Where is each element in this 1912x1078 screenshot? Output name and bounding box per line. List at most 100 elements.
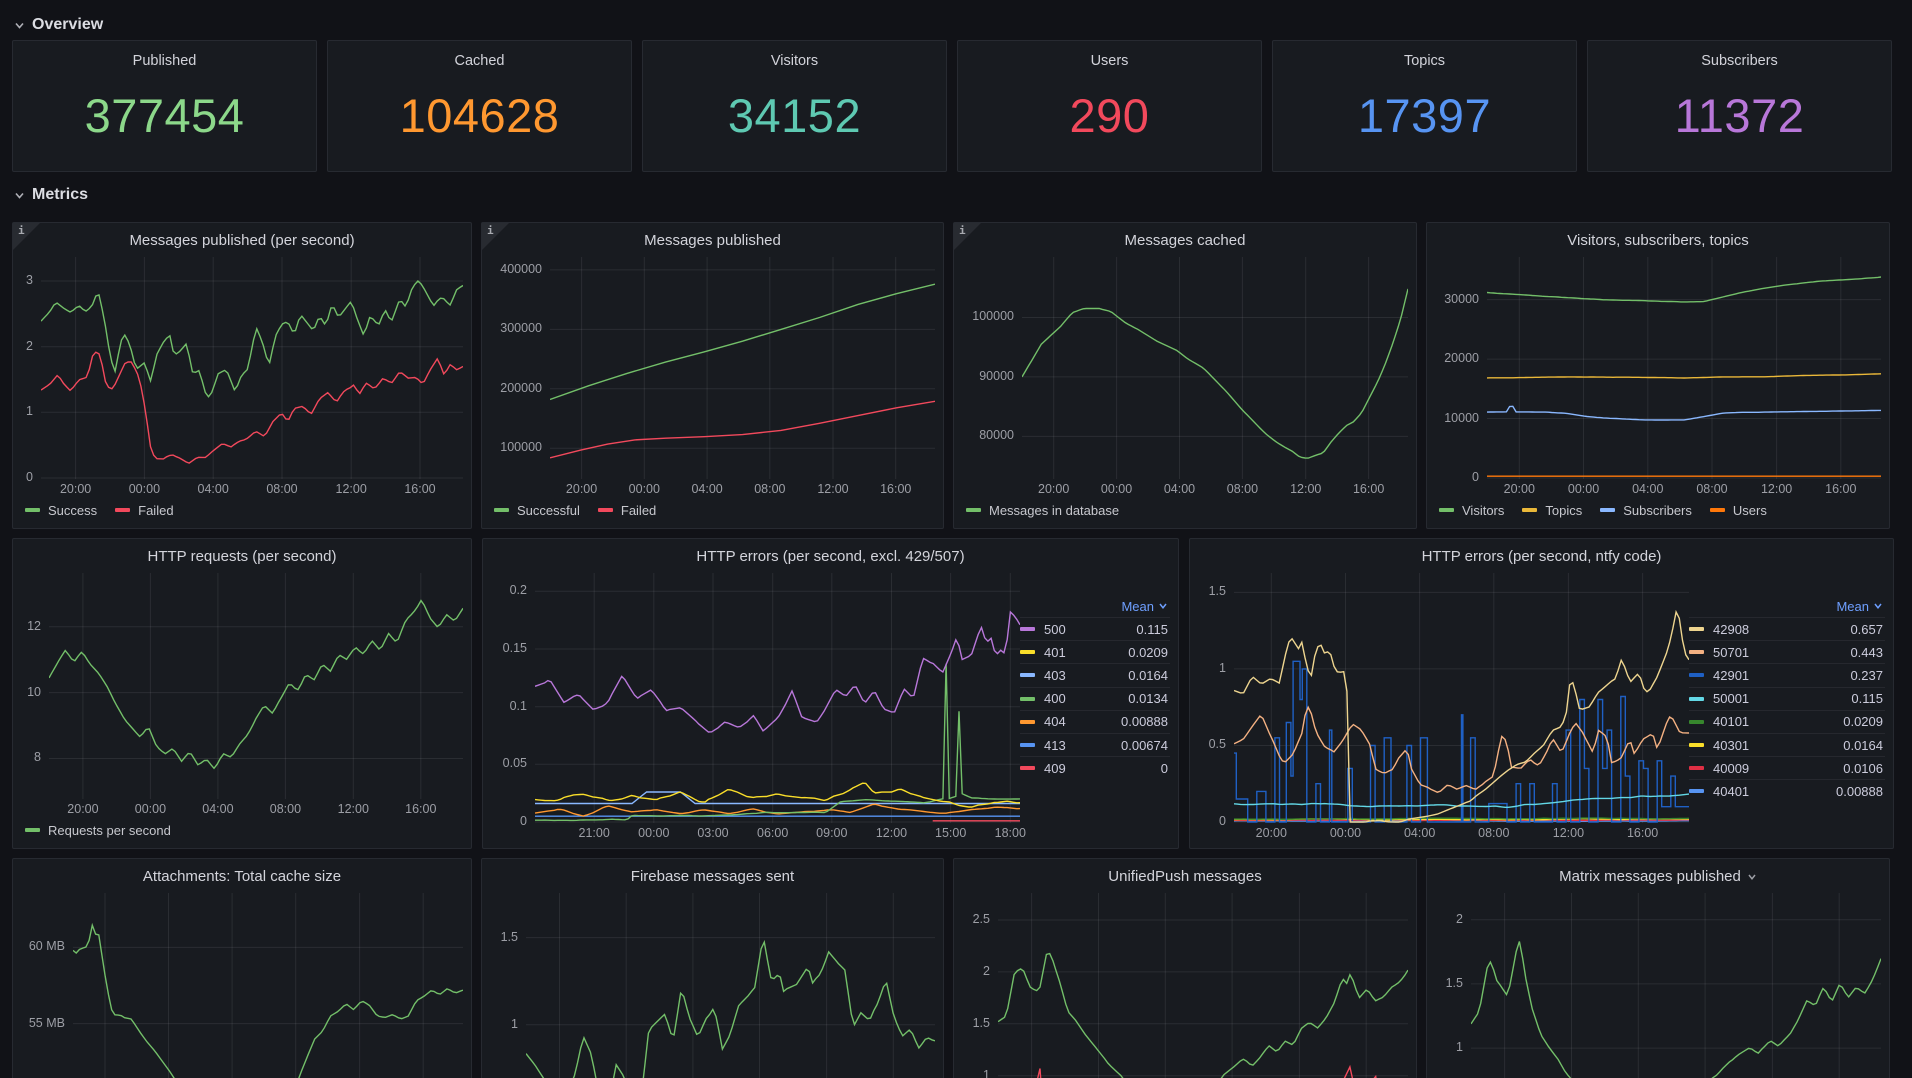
legend-series-swatch	[1020, 743, 1035, 748]
chart-plot[interactable]	[526, 893, 935, 1078]
panel-title[interactable]: Messages published (per second)	[13, 223, 471, 257]
legend-table-row[interactable]: 413 0.00674	[1020, 732, 1170, 756]
chart-canvas[interactable]	[1234, 573, 1689, 823]
panel-title[interactable]: Messages cached	[954, 223, 1416, 257]
legend-item[interactable]: Subscribers	[1600, 503, 1692, 518]
legend-table-row[interactable]: 409 0	[1020, 756, 1170, 779]
chart-plot[interactable]	[1487, 257, 1881, 479]
chart-canvas[interactable]	[1487, 257, 1881, 479]
panel-title[interactable]: Messages published	[482, 223, 943, 257]
y-axis-labels: 55 MB 60 MB	[17, 893, 73, 1078]
legend-item[interactable]: Topics	[1522, 503, 1582, 518]
panel-title[interactable]: Matrix messages published	[1427, 859, 1889, 893]
chart-plot[interactable]	[49, 573, 463, 799]
y-tick-label: 2.5	[972, 911, 990, 926]
chart-plot[interactable]	[41, 257, 463, 479]
x-tick-label: 12:00	[1290, 482, 1322, 496]
panel-title[interactable]: Visitors, subscribers, topics	[1427, 223, 1889, 257]
x-axis-labels: 20:00 00:00 04:00 08:00 12:00 16:00	[550, 479, 935, 498]
y-tick-label: 100000	[972, 309, 1014, 324]
series-failed	[41, 351, 463, 464]
chart-canvas[interactable]	[41, 257, 463, 479]
x-tick-label: 04:00	[1403, 826, 1436, 840]
panel-info-icon[interactable]: i	[954, 223, 981, 250]
legend-table-row[interactable]: 40101 0.0209	[1689, 709, 1885, 733]
legend-table-row[interactable]: 500 0.115	[1020, 617, 1170, 640]
x-tick-label: 08:00	[269, 802, 302, 816]
panel-title[interactable]: Attachments: Total cache size	[13, 859, 471, 893]
panel-title[interactable]: HTTP errors (per second, ntfy code)	[1190, 539, 1893, 573]
x-tick-label: 21:00	[578, 826, 610, 840]
legend-series-name: 413	[1044, 737, 1066, 753]
legend-series-swatch	[1020, 766, 1035, 771]
series-401	[535, 782, 1020, 808]
section-overview[interactable]: Overview	[12, 10, 1900, 40]
panel-info-icon[interactable]: i	[13, 223, 40, 250]
chart-canvas[interactable]	[535, 573, 1020, 823]
legend-mean-header[interactable]: Mean	[1689, 595, 1885, 617]
legend-series-swatch	[1689, 627, 1704, 632]
chart-area: 0 1 2 3 20:00 00:00 04:00 08:00 12:00 16:00 Succes…	[17, 257, 463, 522]
y-tick-label: 55 MB	[28, 1015, 65, 1030]
x-tick-label: 12:00	[335, 482, 367, 496]
legend-table-row[interactable]: 50001 0.115	[1689, 686, 1885, 710]
section-metrics[interactable]: Metrics	[12, 180, 1900, 210]
stat-panel-cached: Cached 104628	[327, 40, 632, 172]
legend-table-row[interactable]: 42908 0.657	[1689, 617, 1885, 640]
legend-table-row[interactable]: 40301 0.0164	[1689, 732, 1885, 756]
legend-item[interactable]: Users	[1709, 503, 1767, 518]
chart-plot[interactable]	[1022, 257, 1408, 479]
legend-item[interactable]: Failed	[597, 502, 657, 518]
legend-item[interactable]: Requests per second	[25, 823, 171, 838]
chart-plot[interactable]	[1471, 893, 1881, 1078]
chart-plot[interactable]	[550, 257, 935, 479]
panel-title[interactable]: Firebase messages sent	[482, 859, 943, 893]
legend-series-mean: 0.00674	[1121, 737, 1168, 753]
legend-series-name: 40301	[1713, 737, 1750, 753]
y-tick-label: 10000	[1444, 410, 1479, 425]
chart-canvas[interactable]	[1471, 893, 1881, 1078]
series-500	[535, 610, 1020, 733]
legend-table-row[interactable]: 40401 0.00888	[1689, 779, 1885, 802]
legend-item[interactable]: Messages in database	[966, 503, 1119, 518]
chart-canvas[interactable]	[998, 893, 1408, 1078]
chart-canvas[interactable]	[73, 893, 463, 1078]
y-tick-label: 1	[983, 1067, 990, 1078]
y-tick-label: 20000	[1444, 351, 1479, 366]
stat-value: 11372	[1674, 88, 1805, 142]
panel-title[interactable]: UnifiedPush messages	[954, 859, 1416, 893]
panel-title[interactable]: HTTP errors (per second, excl. 429/507)	[483, 539, 1178, 573]
chart-plot[interactable]	[1234, 573, 1689, 823]
panel-title-text: UnifiedPush messages	[1108, 867, 1262, 885]
legend-table-row[interactable]: 40009 0.0106	[1689, 756, 1885, 779]
legend-item[interactable]: Failed	[115, 503, 174, 518]
legend-table-row[interactable]: 42901 0.237	[1689, 663, 1885, 686]
legend-item[interactable]: Visitors	[1439, 503, 1504, 518]
legend-table-row[interactable]: 404 0.00888	[1020, 709, 1170, 733]
y-tick-label: 90000	[979, 368, 1014, 383]
panel-info-icon[interactable]: i	[482, 223, 509, 250]
y-tick-label: 0	[520, 814, 527, 828]
chart-canvas[interactable]	[526, 893, 935, 1078]
legend-series-name: Failed	[620, 502, 657, 518]
x-tick-label: 20:00	[565, 482, 598, 496]
legend-table-row[interactable]: 50701 0.443	[1689, 640, 1885, 663]
legend-table-row[interactable]: 400 0.0134	[1020, 686, 1170, 710]
chart-canvas[interactable]	[49, 573, 463, 799]
legend-item[interactable]: Success	[25, 503, 97, 518]
panel-title[interactable]: HTTP requests (per second)	[13, 539, 471, 573]
chart-plot[interactable]	[73, 893, 463, 1078]
chart-plot[interactable]	[998, 893, 1408, 1078]
series-requests-per-second	[49, 599, 463, 770]
chart-canvas[interactable]	[550, 257, 935, 479]
legend-item[interactable]: Successful	[494, 503, 580, 518]
chart-plot[interactable]	[535, 573, 1020, 823]
legend: Success Failed	[17, 498, 463, 522]
legend-series-swatch	[494, 508, 509, 512]
legend-mean-header[interactable]: Mean	[1020, 595, 1170, 617]
legend-table-row[interactable]: 403 0.0164	[1020, 663, 1170, 686]
chart-canvas[interactable]	[1022, 257, 1408, 479]
legend-table-row[interactable]: 401 0.0209	[1020, 640, 1170, 663]
legend-series-swatch	[1600, 508, 1616, 512]
